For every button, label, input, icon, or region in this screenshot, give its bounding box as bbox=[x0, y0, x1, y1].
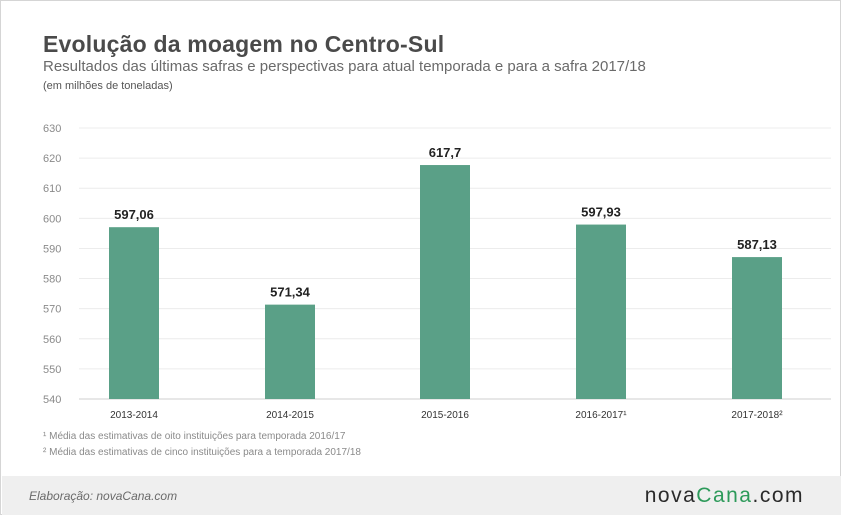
bar bbox=[576, 224, 626, 399]
novacana-logo: novaCana.com bbox=[645, 484, 804, 508]
y-tick-label: 610 bbox=[43, 183, 61, 195]
x-tick-label: 2014-2015 bbox=[266, 410, 314, 421]
x-tick-label: 2015-2016 bbox=[421, 410, 469, 421]
y-tick-label: 540 bbox=[43, 394, 61, 406]
footnote-2: ² Média das estimativas de cinco institu… bbox=[43, 447, 361, 458]
data-label: 617,7 bbox=[429, 145, 462, 160]
chart-title: Evolução da moagem no Centro-Sul bbox=[43, 31, 445, 57]
logo-accent: Cana bbox=[696, 484, 753, 507]
data-label: 571,34 bbox=[270, 285, 311, 300]
logo-main: nova bbox=[644, 484, 697, 507]
chart-subtitle: Resultados das últimas safras e perspect… bbox=[43, 58, 646, 75]
logo-suffix: .com bbox=[752, 484, 804, 507]
data-label: 597,93 bbox=[581, 205, 621, 220]
bar bbox=[732, 257, 782, 399]
x-tick-label: 2013-2014 bbox=[110, 410, 158, 421]
y-tick-label: 630 bbox=[43, 123, 61, 135]
y-tick-label: 600 bbox=[43, 213, 61, 225]
x-tick-label: 2017-2018² bbox=[731, 410, 783, 421]
footnote-1: ¹ Média das estimativas de oito institui… bbox=[43, 431, 346, 442]
credit-text: Elaboração: novaCana.com bbox=[29, 489, 178, 503]
x-tick-label: 2016-2017¹ bbox=[575, 410, 627, 421]
y-tick-label: 560 bbox=[43, 334, 61, 346]
bar bbox=[265, 304, 315, 399]
footer-bar: Elaboração: novaCana.com novaCana.com bbox=[2, 476, 841, 515]
y-tick-label: 580 bbox=[43, 274, 61, 286]
chart-unit-label: (em milhões de toneladas) bbox=[43, 80, 173, 92]
y-tick-label: 590 bbox=[43, 243, 61, 255]
y-tick-label: 570 bbox=[43, 304, 61, 316]
bar bbox=[420, 165, 470, 399]
bar-chart: 540 550 560 570 580 590 600 610 620 630 597,06 2013… bbox=[43, 123, 831, 421]
data-label: 597,06 bbox=[114, 207, 154, 222]
data-label: 587,13 bbox=[737, 237, 777, 252]
y-tick-label: 550 bbox=[43, 364, 61, 376]
y-tick-label: 620 bbox=[43, 153, 61, 165]
bar bbox=[109, 227, 159, 399]
